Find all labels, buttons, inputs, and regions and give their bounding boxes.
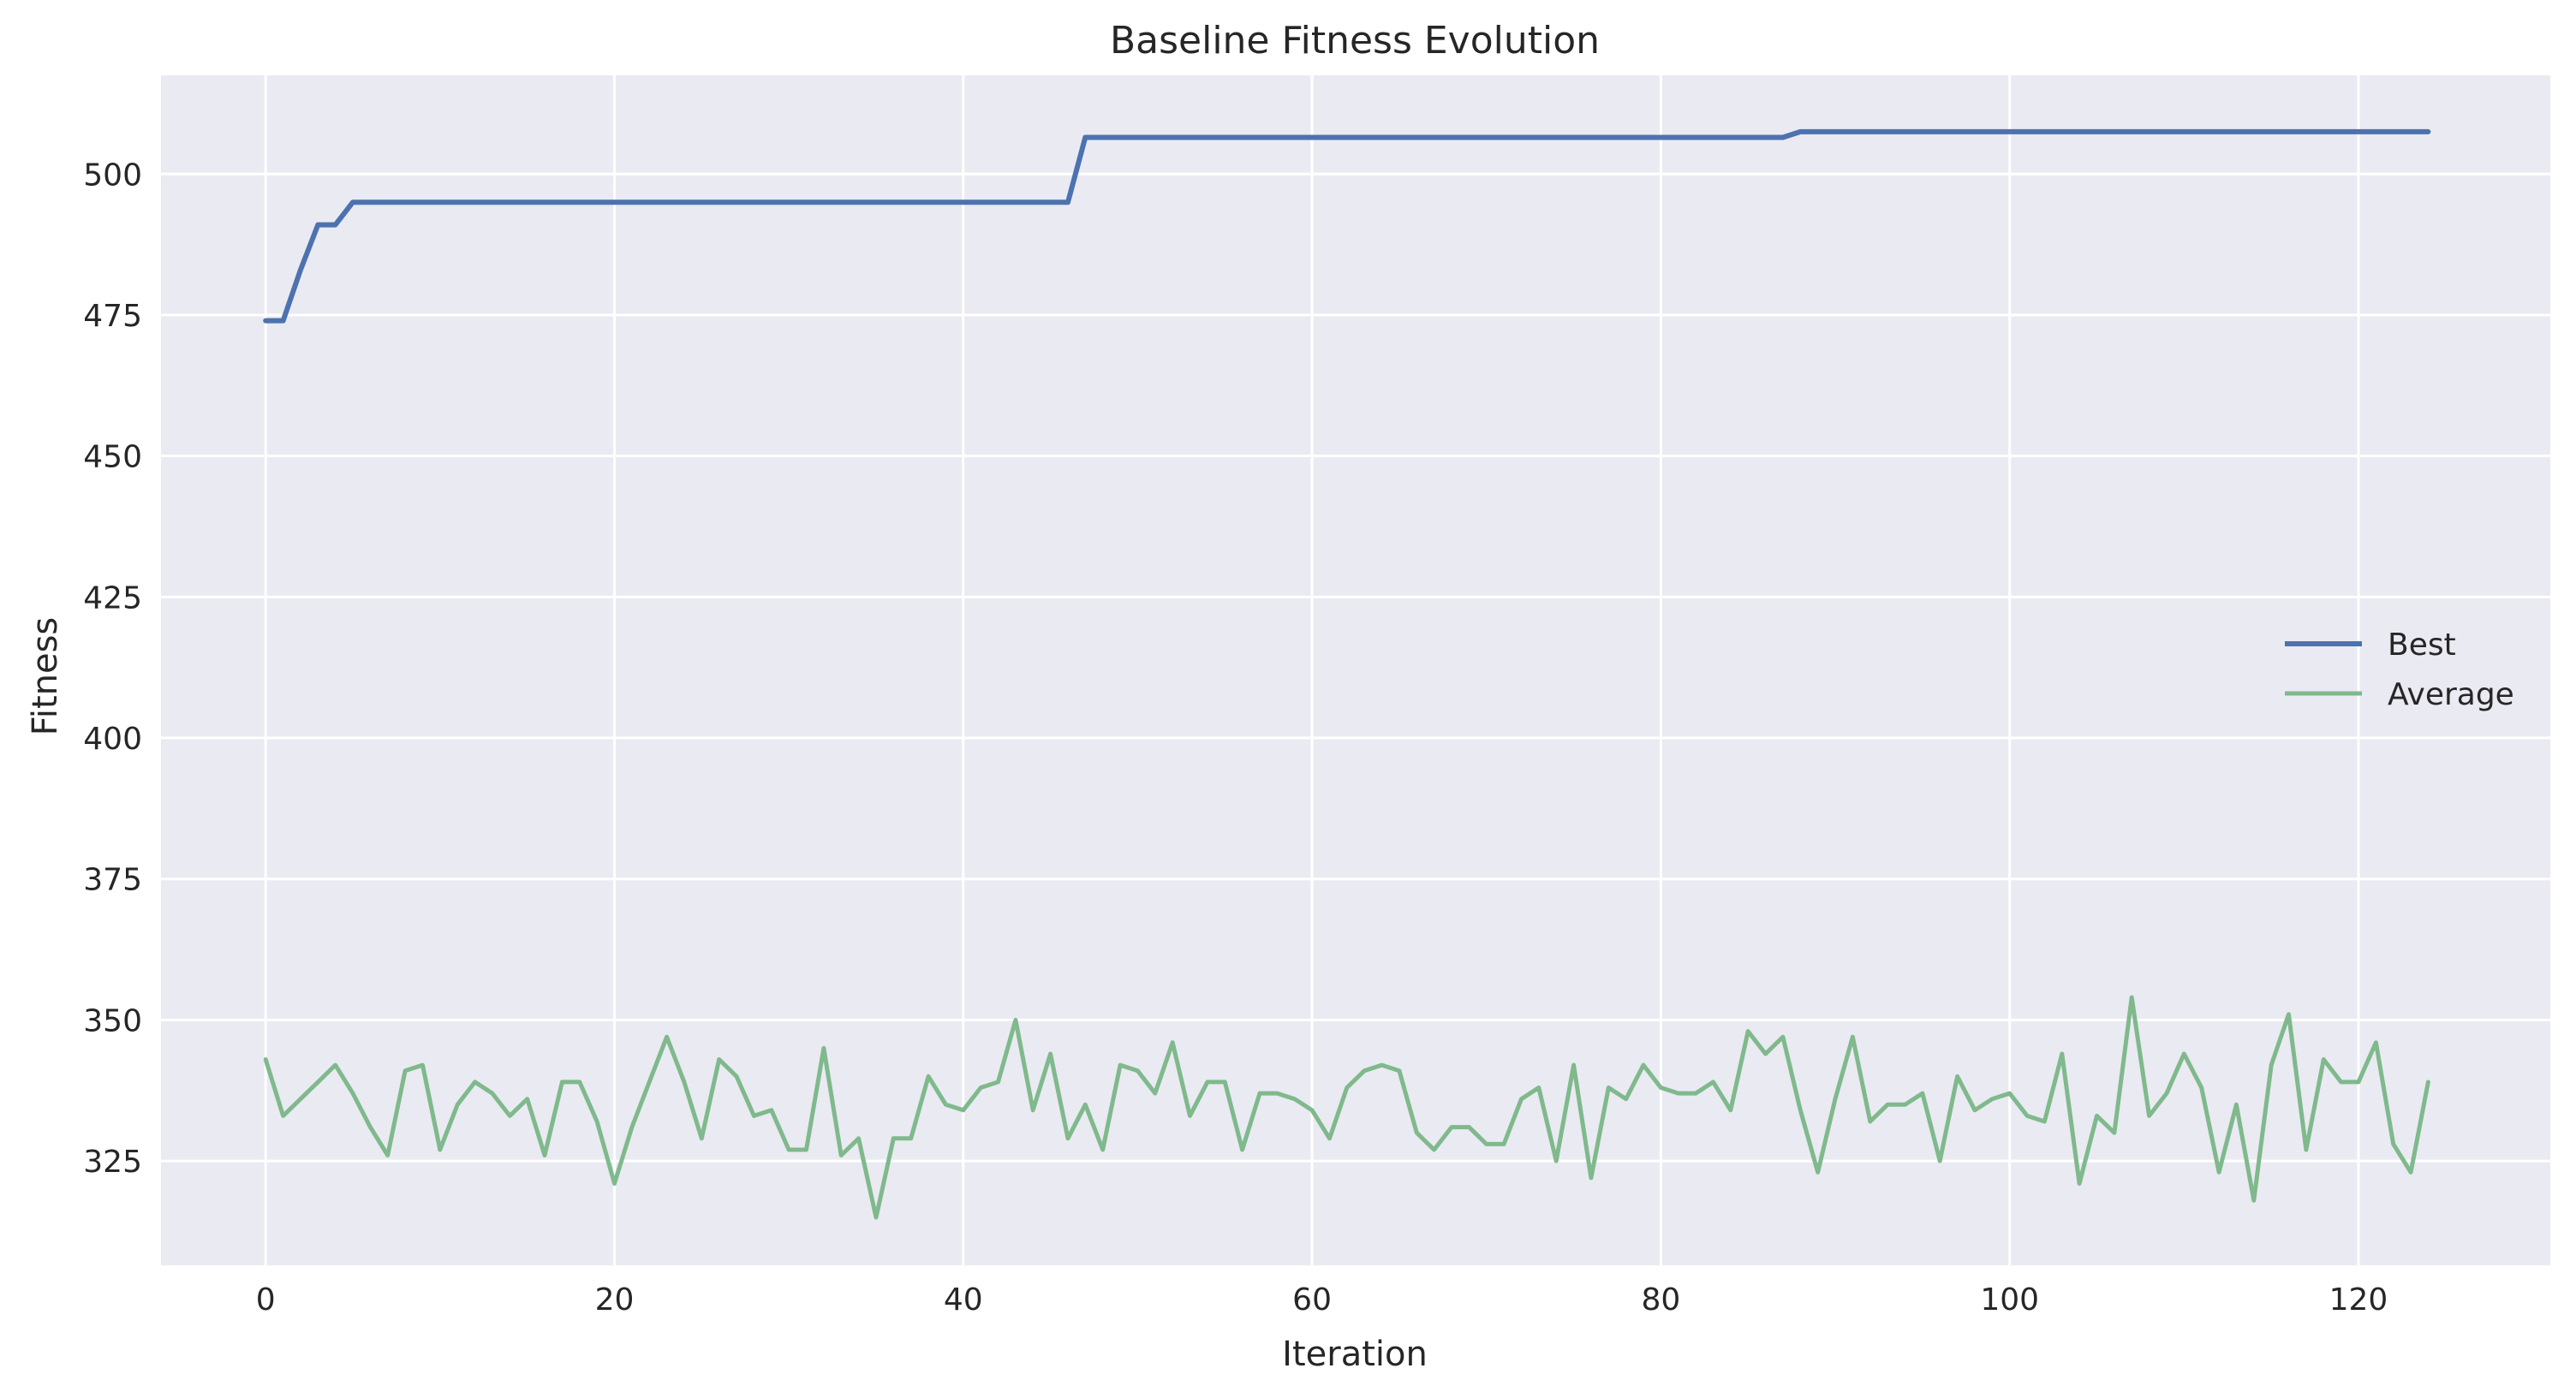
- legend-label-average: Average: [2388, 677, 2514, 712]
- x-tick-label: 0: [256, 1282, 276, 1318]
- legend: Best Average: [2285, 628, 2514, 712]
- series-line-average: [263, 995, 2430, 1220]
- y-tick-label: 475: [83, 299, 142, 334]
- x-tick-labels: 0 20 40 60 80 100 120: [256, 1282, 2388, 1318]
- y-tick-label: 350: [83, 1003, 142, 1038]
- y-tick-label: 375: [83, 863, 142, 898]
- x-tick-label: 60: [1292, 1282, 1332, 1318]
- y-axis-label: Fitness: [26, 617, 65, 736]
- chart-title: Baseline Fitness Evolution: [1110, 19, 1600, 62]
- series-line-best: [263, 128, 2431, 324]
- y-tick-label: 325: [83, 1145, 142, 1180]
- x-tick-label: 100: [1980, 1282, 2039, 1318]
- legend-label-best: Best: [2388, 628, 2456, 663]
- y-tick-label: 400: [83, 722, 142, 757]
- x-tick-label: 80: [1641, 1282, 1680, 1318]
- x-axis-label: Iteration: [1282, 1335, 1428, 1374]
- y-tick-label: 425: [83, 580, 142, 616]
- x-tick-label: 120: [2329, 1282, 2388, 1318]
- y-tick-label: 500: [83, 158, 142, 193]
- x-tick-label: 20: [595, 1282, 635, 1318]
- series-layer: [263, 128, 2431, 1220]
- grid-lines: [161, 75, 2550, 1265]
- x-tick-label: 40: [944, 1282, 983, 1318]
- plot-area: [161, 75, 2550, 1265]
- y-tick-labels: 325 350 375 400 425 450 475 500: [83, 158, 142, 1180]
- y-tick-label: 450: [83, 440, 142, 475]
